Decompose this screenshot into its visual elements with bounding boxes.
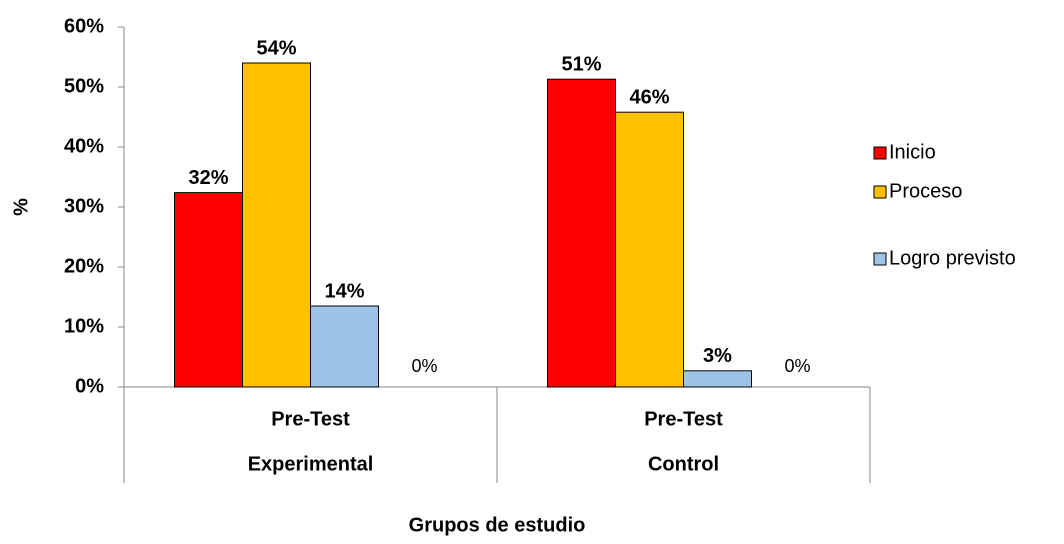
bar bbox=[174, 192, 243, 388]
legend-swatch bbox=[873, 185, 887, 199]
data-label: 0% bbox=[411, 356, 437, 376]
bar bbox=[242, 62, 311, 388]
legend-swatch bbox=[873, 252, 887, 266]
data-label: 51% bbox=[561, 53, 601, 75]
data-label: 14% bbox=[324, 280, 364, 302]
y-tick-label: 50% bbox=[64, 75, 104, 97]
data-label: 3% bbox=[703, 345, 732, 367]
legend-label: Logro previsto bbox=[889, 247, 1016, 269]
y-axis-title: % bbox=[10, 198, 32, 216]
data-label: 0% bbox=[784, 356, 810, 376]
data-label: 54% bbox=[256, 37, 296, 59]
x-tick-label: Pre-Test bbox=[644, 408, 723, 430]
bar bbox=[683, 370, 752, 388]
bar bbox=[547, 78, 616, 388]
x-tick-label: Control bbox=[648, 453, 719, 475]
bar bbox=[615, 111, 684, 388]
data-label: 46% bbox=[629, 86, 669, 108]
bar bbox=[310, 305, 379, 388]
legend-label: Inicio bbox=[889, 141, 936, 163]
x-tick-label: Experimental bbox=[248, 453, 374, 475]
y-tick-label: 30% bbox=[64, 195, 104, 217]
legend-label: Proceso bbox=[889, 180, 962, 202]
y-tick-label: 60% bbox=[64, 15, 104, 37]
legend-swatch bbox=[873, 146, 887, 160]
y-tick-label: 40% bbox=[64, 135, 104, 157]
y-tick-label: 0% bbox=[75, 375, 104, 397]
x-axis-title: Grupos de estudio bbox=[409, 514, 586, 536]
y-tick-label: 10% bbox=[64, 315, 104, 337]
x-tick-label: Pre-Test bbox=[271, 408, 350, 430]
y-tick-label: 20% bbox=[64, 255, 104, 277]
data-label: 32% bbox=[188, 167, 228, 189]
